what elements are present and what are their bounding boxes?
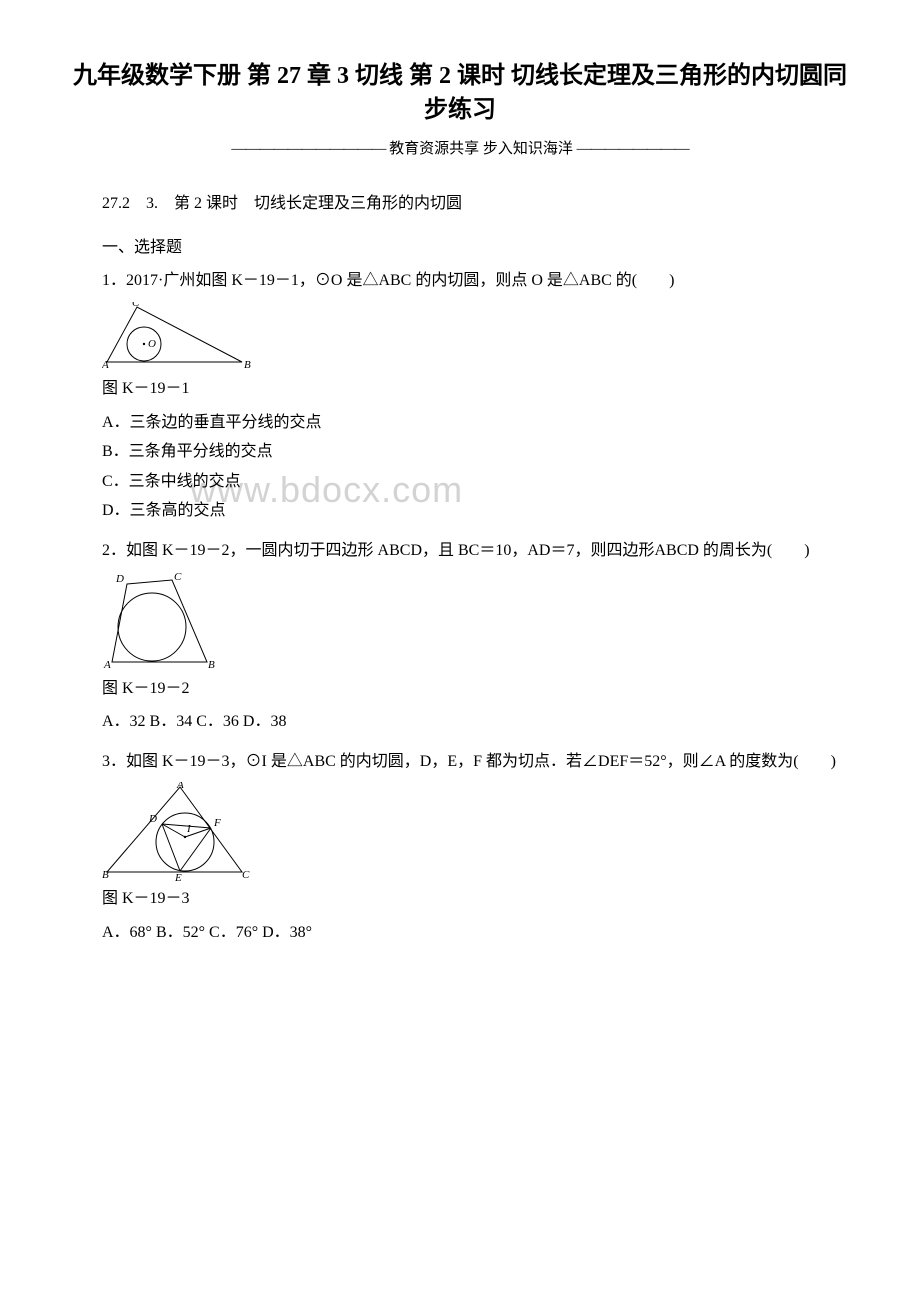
dash-right: ———————— bbox=[577, 141, 689, 157]
subtitle: ——————————— 教育资源共享 步入知识海洋 ———————— bbox=[70, 137, 850, 161]
label-B: B bbox=[102, 869, 109, 881]
label-O: O bbox=[148, 338, 156, 350]
fig-caption-3: 图 K－19－3 bbox=[70, 886, 850, 912]
label-D: D bbox=[148, 813, 157, 825]
section-1-heading: 一、选择题 bbox=[70, 235, 850, 261]
page-title: 九年级数学下册 第 27 章 3 切线 第 2 课时 切线长定理及三角形的内切圆… bbox=[70, 60, 850, 127]
figure-k-19-3: A B C D E F I bbox=[102, 782, 850, 882]
q3-text: 3．如图 K－19－3，⊙I 是△ABC 的内切圆，D，E，F 都为切点．若∠D… bbox=[70, 749, 850, 775]
label-D: D bbox=[115, 573, 124, 585]
fig-caption-2: 图 K－19－2 bbox=[70, 676, 850, 702]
q3-options: A．68° B．52° C．76° D．38° bbox=[70, 920, 850, 946]
figure-k-19-1: A B C O bbox=[102, 302, 850, 372]
fig-caption-1: 图 K－19－1 bbox=[70, 376, 850, 402]
label-B: B bbox=[208, 659, 215, 671]
dash-left: ——————————— bbox=[231, 141, 385, 157]
q1-option-a: A．三条边的垂直平分线的交点 bbox=[70, 410, 850, 436]
label-C: C bbox=[242, 869, 250, 881]
label-F: F bbox=[213, 817, 221, 829]
q1-option-b: B．三条角平分线的交点 bbox=[70, 439, 850, 465]
label-C: C bbox=[174, 572, 182, 583]
label-C: C bbox=[132, 302, 140, 309]
q1-text: 1．2017·广州如图 K－19－1，⊙O 是△ABC 的内切圆，则点 O 是△… bbox=[70, 268, 850, 294]
label-E: E bbox=[174, 872, 182, 882]
q1-option-d: D．三条高的交点 bbox=[70, 498, 850, 524]
label-B: B bbox=[244, 359, 251, 371]
label-A: A bbox=[103, 659, 111, 671]
label-A: A bbox=[102, 359, 109, 371]
label-I: I bbox=[186, 823, 192, 835]
figure-k-19-2: A B C D bbox=[102, 572, 850, 672]
q2-options: A．32 B．34 C．36 D．38 bbox=[70, 709, 850, 735]
q1-option-c: C．三条中线的交点 bbox=[70, 469, 850, 495]
subtitle-text: 教育资源共享 步入知识海洋 bbox=[389, 141, 577, 157]
q2-text: 2．如图 K－19－2，一圆内切于四边形 ABCD，且 BC＝10，AD＝7，则… bbox=[70, 538, 850, 564]
header-line: 27.2 3. 第 2 课时 切线长定理及三角形的内切圆 bbox=[70, 191, 850, 217]
label-A: A bbox=[176, 782, 184, 791]
